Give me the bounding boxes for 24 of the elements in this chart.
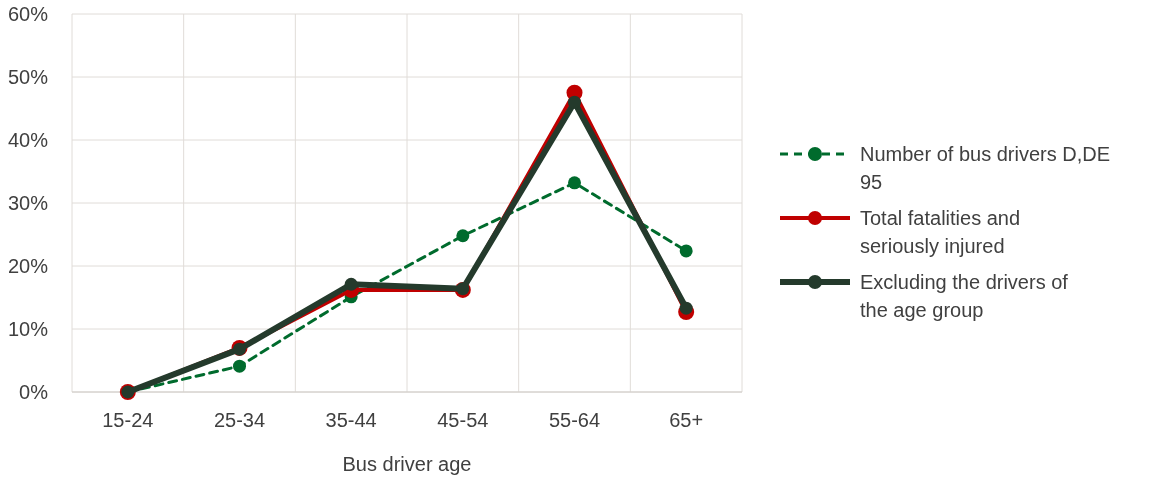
y-tick-label: 40% xyxy=(7,129,49,151)
legend-label: Number of bus drivers D,DE 95 xyxy=(860,143,1111,193)
x-tick-label: 55-64 xyxy=(548,409,601,431)
x-tick-label: 45-54 xyxy=(437,409,489,431)
y-tick-label: 50% xyxy=(7,66,49,88)
x-tick-label: 15-24 xyxy=(102,409,154,431)
y-tick-label: 10% xyxy=(7,318,49,340)
point xyxy=(568,176,581,190)
legend-label: Total fatalities and seriously injured xyxy=(860,207,1021,257)
point xyxy=(679,301,693,315)
y-tick-label: 20% xyxy=(7,255,49,277)
point xyxy=(344,277,358,291)
y-tick-label: 30% xyxy=(7,192,49,214)
point xyxy=(568,95,581,109)
y-tick-label: 60% xyxy=(7,3,49,25)
point xyxy=(233,359,246,373)
point xyxy=(456,229,470,243)
x-tick-label: 25-34 xyxy=(213,409,266,431)
y-tick-label: 0% xyxy=(19,381,49,403)
legend-label: Excluding the drivers of the age group xyxy=(860,271,1069,321)
point xyxy=(679,244,693,258)
x-axis-title: Bus driver age xyxy=(342,453,472,475)
x-tick-label: 65+ xyxy=(669,409,704,431)
x-tick-label: 35-44 xyxy=(325,409,377,431)
